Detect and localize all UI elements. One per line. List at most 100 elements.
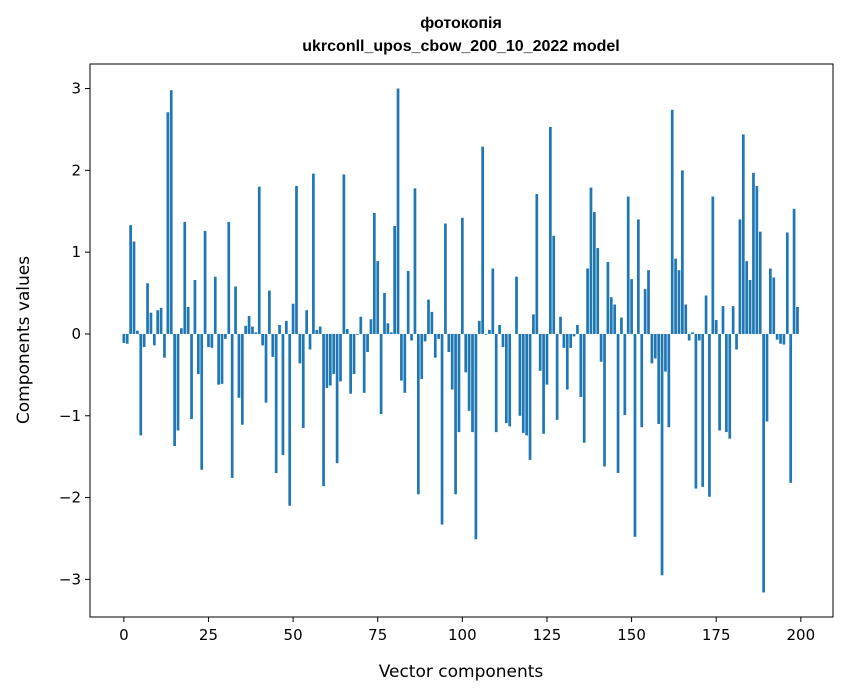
bar-43 xyxy=(268,291,271,334)
bar-110 xyxy=(495,334,498,432)
bar-120 xyxy=(529,334,532,460)
bar-13 xyxy=(167,112,170,334)
bar-21 xyxy=(194,280,197,334)
bar-66 xyxy=(346,329,349,334)
bar-94 xyxy=(441,334,444,525)
bar-97 xyxy=(451,334,454,390)
y-tick-label: 3 xyxy=(71,80,81,98)
bar-168 xyxy=(691,332,694,334)
bar-128 xyxy=(556,334,559,420)
x-tick-label: 100 xyxy=(448,626,477,644)
bar-55 xyxy=(309,334,312,350)
bar-160 xyxy=(664,334,667,372)
bar-99 xyxy=(458,334,461,432)
bar-30 xyxy=(224,334,227,339)
chart-title-line2: ukrconll_upos_cbow_200_10_2022 model xyxy=(302,38,619,55)
bar-68 xyxy=(353,334,356,374)
bar-46 xyxy=(278,325,281,334)
bar-144 xyxy=(610,297,613,334)
bar-141 xyxy=(600,334,603,362)
bar-64 xyxy=(339,334,342,381)
y-tick-label: 0 xyxy=(71,325,81,343)
bar-149 xyxy=(627,197,630,334)
bar-102 xyxy=(468,334,471,411)
bar-179 xyxy=(728,334,731,439)
bar-167 xyxy=(688,334,691,341)
bar-74 xyxy=(373,213,376,334)
bar-82 xyxy=(400,334,403,381)
bar-37 xyxy=(248,316,251,334)
bar-119 xyxy=(525,334,528,435)
bar-170 xyxy=(698,334,701,341)
bar-156 xyxy=(651,334,654,363)
bar-8 xyxy=(150,313,153,334)
bar-192 xyxy=(772,278,775,334)
bar-146 xyxy=(617,334,620,473)
bar-159 xyxy=(661,334,664,575)
bar-36 xyxy=(244,326,247,334)
bar-75 xyxy=(376,261,379,334)
bar-89 xyxy=(424,334,427,341)
bar-137 xyxy=(586,269,589,334)
bar-133 xyxy=(573,334,576,336)
bar-106 xyxy=(481,147,484,334)
bar-180 xyxy=(732,306,735,334)
bar-25 xyxy=(207,334,210,347)
bar-54 xyxy=(305,310,308,334)
bar-104 xyxy=(475,334,478,539)
bar-27 xyxy=(214,277,217,334)
bar-78 xyxy=(387,323,390,334)
bar-22 xyxy=(197,334,200,374)
bar-11 xyxy=(160,308,163,334)
bar-171 xyxy=(701,334,704,487)
bar-166 xyxy=(684,305,687,334)
bar-138 xyxy=(590,188,593,334)
bar-69 xyxy=(356,334,359,335)
bar-16 xyxy=(177,334,180,431)
bar-107 xyxy=(485,334,488,335)
bar-172 xyxy=(705,296,708,334)
bar-51 xyxy=(295,186,298,334)
bar-9 xyxy=(153,334,156,345)
bar-185 xyxy=(749,280,752,334)
bar-95 xyxy=(444,224,447,334)
bar-83 xyxy=(403,334,406,393)
bar-147 xyxy=(620,318,623,334)
bar-126 xyxy=(549,127,552,334)
bar-101 xyxy=(464,334,467,372)
bar-176 xyxy=(718,334,721,431)
bar-134 xyxy=(576,325,579,334)
bar-41 xyxy=(261,334,264,345)
bar-161 xyxy=(667,334,670,427)
bar-6 xyxy=(143,334,146,347)
bar-148 xyxy=(623,334,626,415)
bar-87 xyxy=(417,334,420,494)
x-tick-label: 50 xyxy=(284,626,303,644)
bar-20 xyxy=(190,334,193,419)
bar-140 xyxy=(596,248,599,334)
bar-186 xyxy=(752,173,755,334)
bar-81 xyxy=(397,89,400,334)
bar-62 xyxy=(332,334,335,374)
bar-34 xyxy=(238,334,241,398)
bar-80 xyxy=(393,226,396,334)
bar-52 xyxy=(299,334,302,363)
x-tick-label: 75 xyxy=(368,626,387,644)
bar-175 xyxy=(715,320,718,334)
bar-71 xyxy=(363,334,366,393)
bar-150 xyxy=(630,279,633,334)
bar-24 xyxy=(204,231,207,334)
bar-114 xyxy=(508,334,511,426)
bar-173 xyxy=(708,334,711,497)
bar-33 xyxy=(234,287,237,334)
bar-58 xyxy=(319,327,322,334)
bar-187 xyxy=(755,186,758,334)
bar-12 xyxy=(163,334,166,358)
bar-196 xyxy=(786,233,789,334)
bar-145 xyxy=(613,305,616,334)
bar-29 xyxy=(221,334,224,384)
bar-111 xyxy=(498,325,501,334)
bar-42 xyxy=(265,334,268,403)
bar-124 xyxy=(542,334,545,434)
